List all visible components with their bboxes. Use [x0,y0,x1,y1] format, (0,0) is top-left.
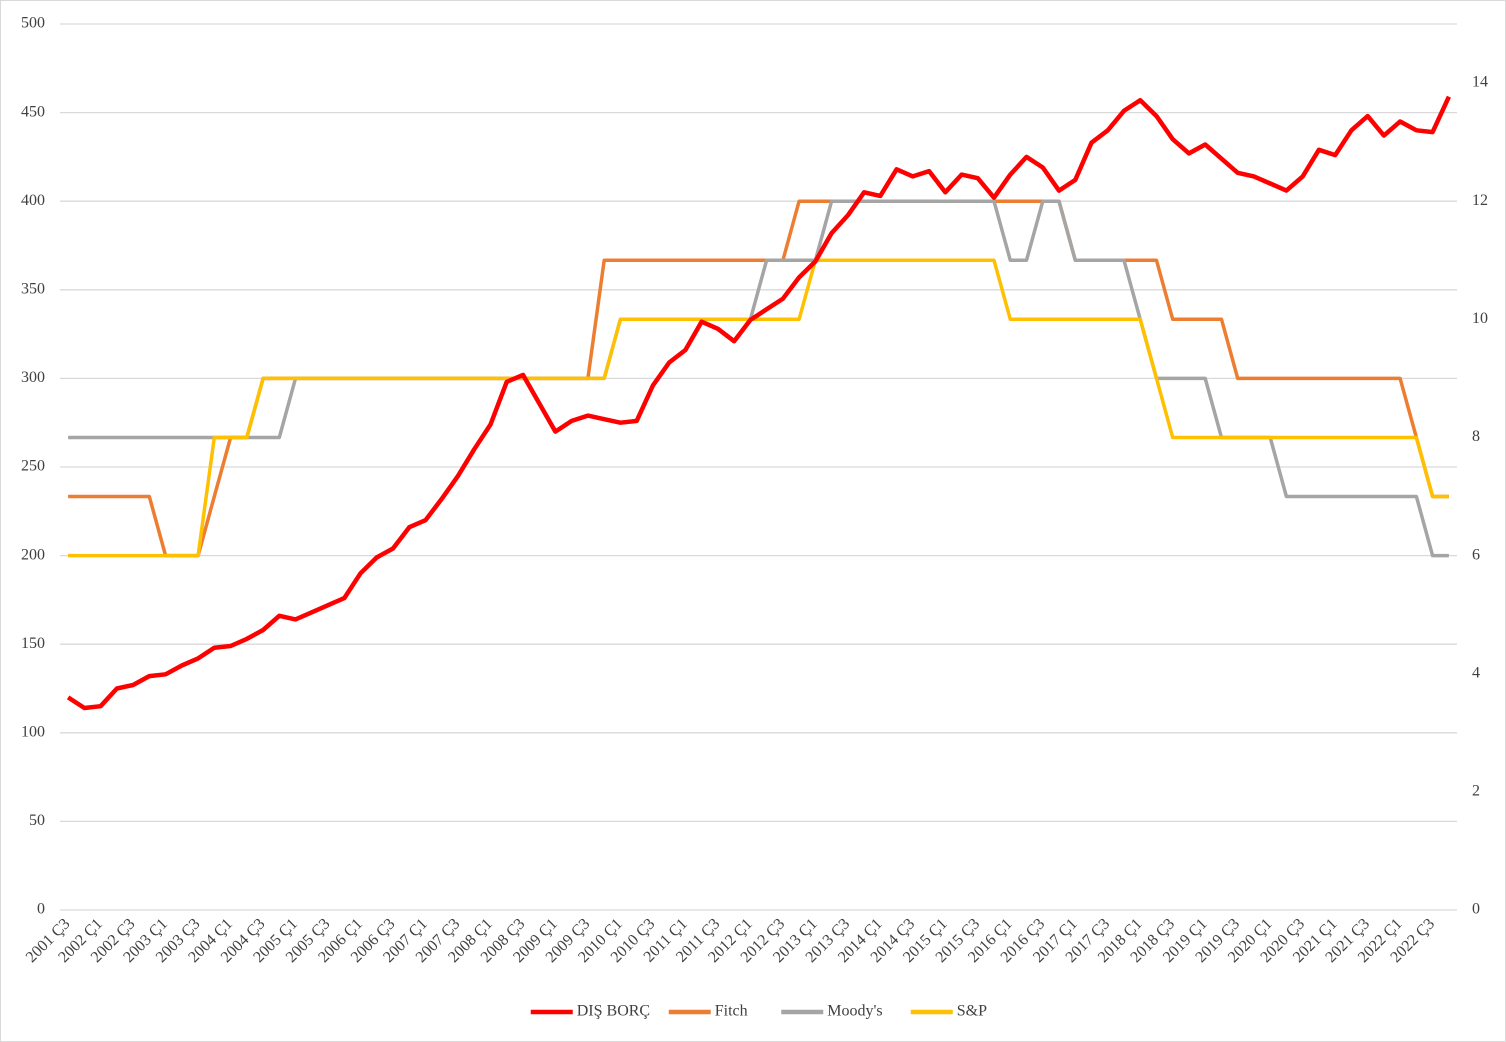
y2-tick-label: 2 [1472,783,1480,800]
y2-tick-label: 8 [1472,428,1480,445]
y-tick-label: 300 [21,369,45,386]
y-tick-label: 100 [21,723,45,740]
y2-tick-label: 6 [1472,546,1480,563]
legend-label: DIŞ BORÇ [577,1003,650,1020]
series-line [66,95,1451,711]
y2-tick-label: 12 [1472,192,1488,209]
y2-tick-label: 0 [1472,901,1480,918]
y-tick-label: 350 [21,280,45,297]
y-tick-label: 400 [21,192,45,209]
y-tick-label: 150 [21,635,45,652]
y-tick-label: 450 [21,103,45,120]
legend-label: S&P [957,1003,987,1020]
y-tick-label: 200 [21,546,45,563]
y-tick-label: 250 [21,458,45,475]
legend-label: Moody's [827,1003,882,1020]
y2-tick-label: 14 [1472,74,1488,91]
y-tick-label: 500 [21,15,45,32]
series-line [68,258,1449,558]
legend-label: Fitch [715,1003,748,1020]
y-tick-label: 50 [29,812,45,829]
y2-tick-label: 10 [1472,310,1488,327]
y2-tick-label: 4 [1472,664,1480,681]
y-tick-label: 0 [37,901,45,918]
